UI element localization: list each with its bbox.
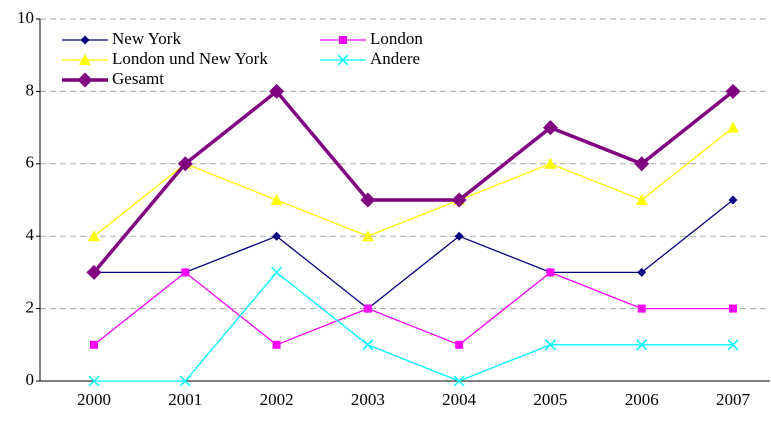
- legend-label: New York: [112, 29, 181, 48]
- legend-label: London: [370, 29, 423, 48]
- data-point: [546, 268, 555, 277]
- x-tick-label: 2005: [533, 390, 567, 409]
- data-point: [544, 157, 557, 169]
- data-point: [637, 267, 647, 277]
- series-line: [94, 271, 733, 382]
- data-point: [451, 192, 467, 208]
- series-line: [93, 127, 734, 237]
- x-tick-label: 2003: [351, 390, 385, 409]
- data-point: [269, 83, 285, 99]
- x-tick-label: 2007: [716, 390, 751, 409]
- data-point: [86, 264, 102, 280]
- legend-marker: [79, 54, 91, 65]
- data-point: [635, 194, 648, 205]
- y-tick-label: 8: [26, 80, 35, 99]
- x-tick-label: 2000: [77, 390, 111, 409]
- x-tick-label: 2004: [442, 390, 477, 409]
- data-point: [363, 304, 372, 313]
- legend-label: London und New York: [112, 49, 268, 68]
- data-point: [454, 231, 464, 241]
- series-line: [92, 88, 735, 274]
- x-tick-label: 2002: [260, 390, 294, 409]
- series-line: [94, 199, 734, 310]
- series-line: [93, 271, 733, 346]
- data-point: [88, 230, 100, 242]
- data-point: [455, 340, 464, 349]
- data-point: [179, 375, 191, 387]
- data-point: [362, 339, 374, 351]
- y-tick-label: 2: [26, 298, 35, 317]
- data-point: [453, 375, 465, 387]
- y-tick-label: 0: [26, 370, 35, 389]
- data-point: [272, 231, 282, 241]
- data-point: [361, 230, 374, 242]
- data-point: [88, 375, 100, 387]
- data-point: [637, 304, 646, 313]
- data-point: [272, 340, 281, 349]
- data-point: [181, 268, 190, 277]
- y-tick-label: 10: [17, 8, 34, 27]
- legend-marker: [337, 54, 349, 66]
- data-point: [728, 195, 738, 205]
- data-point: [90, 340, 98, 349]
- legend-marker: [80, 35, 90, 45]
- x-tick-label: 2001: [168, 390, 202, 409]
- legend-label: Andere: [370, 49, 420, 68]
- data-point: [729, 304, 737, 313]
- data-point: [270, 194, 283, 205]
- data-point: [727, 121, 739, 133]
- data-point: [634, 156, 650, 172]
- data-point: [727, 339, 739, 351]
- x-tick-label: 2006: [625, 390, 659, 409]
- data-point: [636, 339, 648, 351]
- data-point: [177, 156, 193, 172]
- legend-label: Gesamt: [112, 69, 164, 88]
- y-tick-label: 4: [26, 225, 35, 244]
- legend-marker: [339, 36, 347, 44]
- data-point: [544, 339, 556, 351]
- y-tick-label: 6: [26, 153, 35, 172]
- data-point: [360, 192, 376, 208]
- data-point: [542, 120, 558, 136]
- data-point: [725, 83, 741, 99]
- data-point: [271, 266, 283, 278]
- legend-marker: [77, 72, 93, 88]
